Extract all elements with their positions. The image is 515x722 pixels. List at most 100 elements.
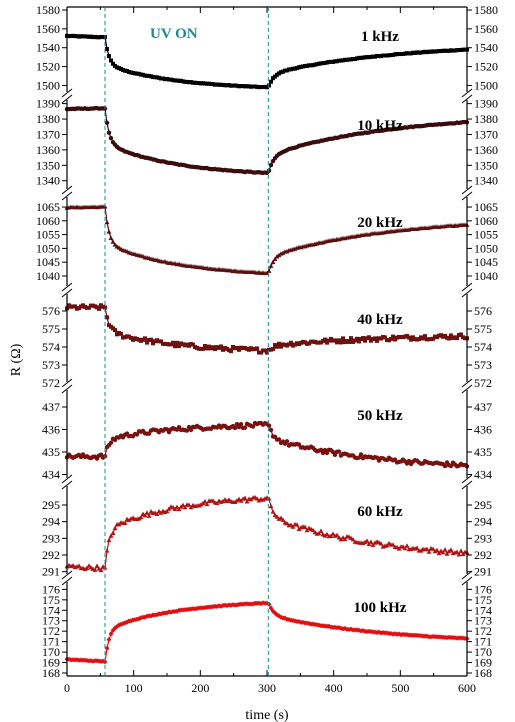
y-tick-label-right-60-khz-0: 291 [474, 565, 492, 579]
series-line-50-khz [66, 422, 468, 468]
data-point-60-khz-37 [138, 514, 144, 520]
data-point-40-khz-42 [149, 337, 153, 342]
data-point-60-khz-127 [318, 528, 324, 533]
axis-break-right-4-line-a [461, 378, 473, 388]
data-point-60-khz-143 [350, 536, 356, 542]
data-point-40-khz-56 [177, 344, 181, 349]
data-point-100-khz-166 [396, 631, 402, 637]
data-point-40-khz-159 [383, 335, 387, 340]
panel-60-khz: 291 291 292 292 293 293 294 294 295 295 60 kHz [42, 494, 492, 579]
panel-1-khz: 1500 1500 1520 1520 1540 1540 1560 1560 1580 1580… [36, 3, 498, 92]
data-point-40-khz-40 [145, 340, 149, 345]
data-point-60-khz-112 [288, 522, 294, 527]
data-point-40-khz-77 [219, 344, 223, 349]
y-tick-label-left-40-khz-1: 573 [42, 358, 60, 372]
data-point-40-khz-68 [201, 346, 205, 351]
data-point-40-khz-192 [449, 333, 453, 338]
data-point-60-khz-115 [294, 522, 300, 527]
data-point-60-khz-132 [328, 533, 334, 538]
data-point-20-khz-101 [266, 268, 272, 273]
data-point-40-khz-149 [363, 338, 367, 343]
y-tick-label-left-10-khz-1: 1350 [36, 158, 60, 172]
axis-break-left-5-line-a [61, 474, 73, 484]
data-point-100-khz-21 [106, 636, 112, 643]
data-point-100-khz-32 [128, 618, 134, 624]
y-tick-label-right-20-khz-3: 1055 [474, 228, 498, 242]
data-point-20-khz-104 [272, 256, 278, 262]
y-tick-label-right-10-khz-5: 1390 [474, 97, 498, 111]
y-tick-label-left-60-khz-2: 293 [42, 531, 60, 545]
data-point-60-khz-29 [122, 520, 128, 525]
axis-break-right-1-gap [461, 92, 473, 100]
data-point-100-khz-160 [384, 630, 390, 636]
data-point-100-khz-85 [234, 602, 240, 608]
axis-break-right-2-line-b [461, 191, 473, 201]
axis-break-left-6-gap [61, 574, 73, 582]
series-line-1-khz [66, 35, 467, 88]
y-tick-label-left-10-khz-0: 1340 [36, 174, 60, 188]
y-tick-label-left-60-khz-0: 291 [42, 565, 60, 579]
y-tick-label-left-60-khz-4: 295 [42, 498, 60, 512]
data-point-20-khz-21 [106, 229, 112, 234]
data-point-60-khz-69 [202, 499, 208, 504]
y-tick-label-left-40-khz-4: 576 [42, 304, 60, 318]
y-tick-label-left-10-khz-3: 1370 [36, 127, 60, 141]
data-point-20-khz-102 [268, 263, 274, 268]
series-markers-100-khz [64, 600, 470, 665]
axis-break-right-3-gap [461, 286, 473, 294]
y-tick-label-left-100-khz-4: 172 [42, 624, 60, 638]
y-tick-label-right-40-khz-0: 572 [474, 376, 492, 390]
data-point-60-khz-180 [424, 546, 430, 552]
y-tick-label-left-100-khz-5: 173 [42, 614, 60, 628]
data-point-50-khz-102 [268, 427, 274, 433]
series-line-20-khz [66, 206, 468, 275]
data-point-60-khz-98 [260, 497, 266, 502]
axis-break-left-4 [61, 378, 73, 394]
data-point-40-khz-20 [105, 315, 109, 320]
data-point-20-khz-23 [110, 239, 116, 244]
data-point-50-khz-101 [266, 423, 272, 428]
y-tick-label-left-1-khz-2: 1540 [36, 41, 60, 55]
axis-break-right-5 [461, 474, 473, 490]
y-tick-label-right-1-khz-4: 1580 [474, 3, 498, 17]
y-tick-label-left-50-khz-3: 437 [42, 400, 60, 414]
axis-break-right-5-line-b [461, 480, 473, 490]
series-markers-10-khz [64, 105, 470, 176]
axis-break-left-6-line-b [61, 576, 73, 586]
data-point-60-khz-120 [304, 527, 310, 533]
data-point-100-khz-20 [104, 645, 110, 651]
panel-group: 1500 1500 1520 1520 1540 1540 1560 1560 1580 1580… [36, 3, 498, 680]
y-tick-label-right-20-khz-4: 1060 [474, 214, 498, 228]
y-tick-label-left-20-khz-5: 1065 [36, 200, 60, 214]
data-point-60-khz-75 [214, 500, 220, 505]
y-tick-label-left-20-khz-2: 1050 [36, 241, 60, 255]
axis-break-right-1 [461, 88, 473, 104]
axis-break-right-3-line-b [461, 288, 473, 298]
data-point-100-khz-116 [296, 618, 302, 625]
data-point-100-khz-146 [356, 627, 362, 633]
x-tick-label-6: 600 [458, 681, 476, 695]
data-point-60-khz-101 [266, 496, 272, 501]
axis-break-right-5-line-a [461, 474, 473, 484]
panel-label-40-khz: 40 kHz [357, 312, 403, 328]
data-point-60-khz-40 [144, 510, 150, 515]
data-point-40-khz-151 [367, 335, 371, 340]
data-point-40-khz-178 [421, 336, 425, 341]
data-point-1-khz-102 [269, 79, 273, 84]
data-point-40-khz-171 [407, 335, 411, 340]
axis-break-right-2 [461, 185, 473, 201]
x-tick-label-3: 300 [258, 681, 276, 695]
uv-on-annotation: UV ON [150, 26, 198, 42]
data-point-100-khz-136 [336, 624, 342, 631]
data-point-40-khz-53 [171, 340, 175, 345]
y-axis-title: R (Ω) [9, 343, 24, 376]
data-point-60-khz-45 [154, 511, 160, 517]
data-point-60-khz-130 [324, 531, 330, 537]
data-point-20-khz-20 [104, 219, 110, 225]
data-point-60-khz-119 [302, 524, 308, 529]
y-tick-label-right-60-khz-4: 295 [474, 498, 492, 512]
data-point-40-khz-97 [259, 350, 263, 355]
